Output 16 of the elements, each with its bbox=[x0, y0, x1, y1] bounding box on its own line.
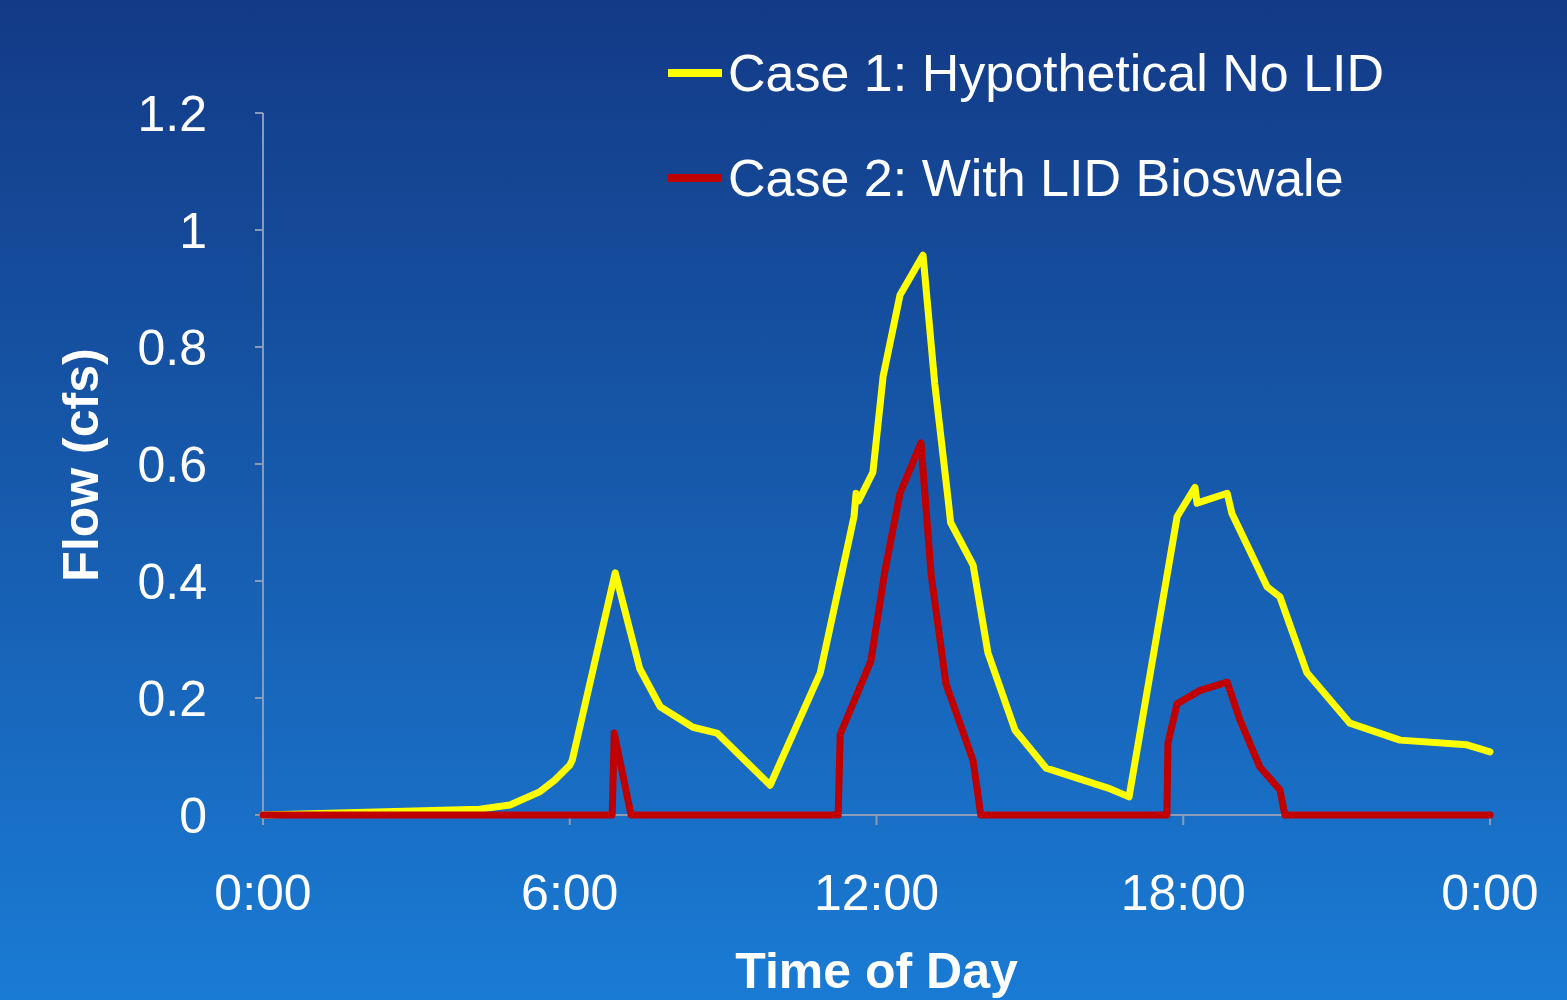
y-tick-label: 0.2 bbox=[137, 670, 207, 727]
x-tick-label: 0:00 bbox=[1441, 865, 1539, 921]
y-tick-label: 1.2 bbox=[137, 85, 207, 142]
x-tick-label: 12:00 bbox=[813, 865, 940, 921]
legend-label: Case 1: Hypothetical No LID bbox=[728, 44, 1385, 103]
x-tick-label: 18:00 bbox=[1120, 865, 1246, 921]
y-tick-label: 0.8 bbox=[137, 319, 207, 376]
legend-label: Case 2: With LID Bioswale bbox=[728, 149, 1344, 208]
y-tick-label: 0.4 bbox=[137, 553, 207, 610]
y-tick-label: 0 bbox=[179, 787, 207, 844]
x-tick-label: 0:00 bbox=[214, 865, 312, 921]
y-axis-title: Flow (cfs) bbox=[53, 348, 109, 582]
y-tick-label: 0.6 bbox=[137, 436, 207, 493]
x-tick-label: 6:00 bbox=[521, 865, 619, 921]
y-tick-label: 1 bbox=[179, 202, 207, 259]
x-axis-title: Time of Day bbox=[735, 943, 1018, 999]
